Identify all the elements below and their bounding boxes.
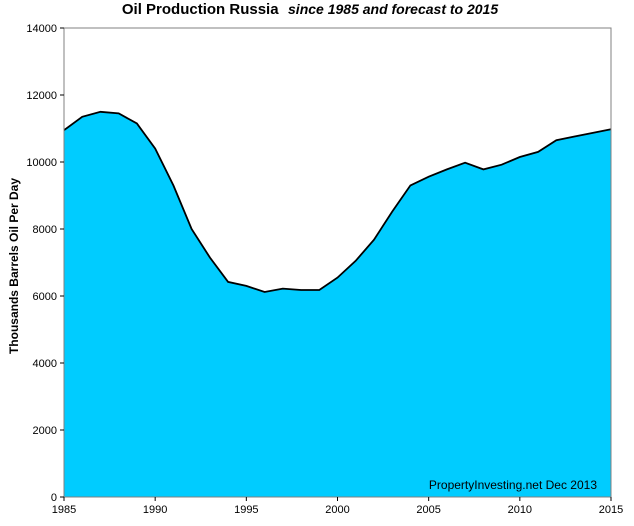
x-tick-label: 2000 [325,504,349,516]
y-tick-label: 10000 [26,157,57,169]
y-tick-label: 2000 [33,425,57,437]
series-line [63,110,612,293]
chart-annotation: PropertyInvesting.net Dec 2013 [429,478,597,492]
x-tick-label: 2005 [416,504,440,516]
x-tick-label: 1985 [52,504,76,516]
y-tick-label: 14000 [26,23,57,35]
y-axis-label: Thousands Barrels Oil Per Day [7,178,21,354]
x-axis: 1985 1990 1995 2000 2005 2010 2015 [52,497,623,516]
x-tick-label: 2015 [599,504,623,516]
chart-title-main: Oil Production Russia [122,1,279,18]
y-tick-label: 8000 [33,224,57,236]
y-tick-label: 4000 [33,358,57,370]
x-tick-label: 1995 [234,504,258,516]
y-tick-label: 6000 [33,291,57,303]
x-tick-label: 1990 [143,504,167,516]
x-tick-label: 2010 [508,504,532,516]
y-tick-label: 12000 [26,90,57,102]
chart-subtitle: since 1985 and forecast to 2015 [288,1,498,17]
area-fill [64,111,611,498]
y-axis: 0 2000 4000 6000 8000 10000 12000 14000 [26,23,64,504]
chart-title: Oil Production Russia since 1985 and for… [122,1,498,18]
y-tick-label: 0 [51,492,57,504]
